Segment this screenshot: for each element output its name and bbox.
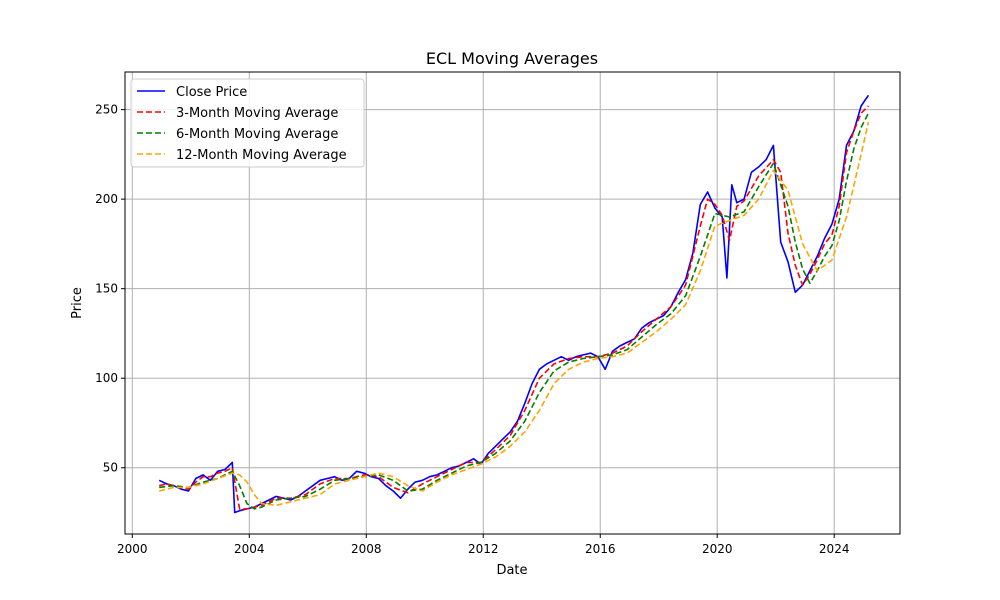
y-tick-label: 50 [103, 461, 118, 475]
series-layer [158, 94, 870, 514]
legend-label: 3-Month Moving Average [176, 106, 338, 121]
x-axis-title: Date [496, 563, 527, 578]
chart-title: ECL Moving Averages [426, 49, 598, 68]
x-tick-label: 2000 [117, 542, 148, 556]
grid-layer [125, 72, 900, 534]
legend-label: 6-Month Moving Average [176, 127, 338, 142]
y-tick-label: 200 [95, 192, 118, 206]
x-tick-label: 2008 [351, 542, 382, 556]
y-tick-label: 250 [95, 103, 118, 117]
legend-label: 12-Month Moving Average [176, 148, 347, 163]
x-tick-label: 2024 [819, 542, 850, 556]
series-line-3-month-moving-average [159, 105, 869, 510]
legend: Close Price 3-Month Moving Average 6-Month… [130, 78, 365, 168]
tick-layer: 2000 2004 2008 2012 2016 2020 2024 50 100 150 200 2… [95, 103, 849, 556]
x-tick-label: 2004 [234, 542, 265, 556]
x-tick-label: 2020 [702, 542, 733, 556]
x-tick-label: 2012 [468, 542, 499, 556]
x-tick-label: 2016 [585, 542, 616, 556]
series-line-12-month-moving-average [159, 121, 870, 507]
series-line-close-price [158, 94, 870, 514]
y-tick-label: 150 [95, 282, 118, 296]
legend-box [130, 78, 365, 168]
y-axis-title: Price [70, 287, 85, 319]
legend-label: Close Price [176, 85, 247, 100]
plot-frame [124, 71, 901, 535]
y-tick-label: 100 [95, 371, 118, 385]
